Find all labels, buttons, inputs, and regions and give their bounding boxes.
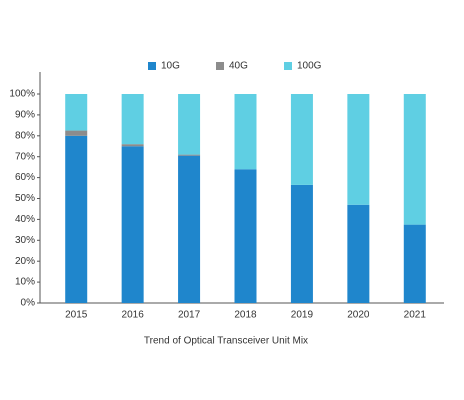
bar-segment bbox=[65, 94, 88, 131]
bar-segment bbox=[178, 94, 201, 155]
y-tick-label: 90% bbox=[15, 110, 35, 121]
x-tick-label: 2016 bbox=[122, 310, 145, 321]
legend-swatch bbox=[216, 62, 224, 70]
x-tick-label: 2021 bbox=[404, 310, 427, 321]
y-tick-label: 100% bbox=[9, 89, 35, 100]
x-tick-label: 2020 bbox=[347, 310, 370, 321]
bar-segment bbox=[234, 169, 257, 303]
chart-title: Trend of Optical Transceiver Unit Mix bbox=[144, 336, 308, 347]
legend-label: 40G bbox=[229, 61, 248, 72]
bar-segment bbox=[234, 94, 257, 170]
legend-swatch bbox=[148, 62, 156, 70]
legend-label: 10G bbox=[161, 61, 180, 72]
y-tick-label: 50% bbox=[15, 193, 35, 204]
legend-swatch bbox=[284, 62, 292, 70]
bar-segment bbox=[290, 184, 313, 303]
bar-segment bbox=[178, 155, 201, 303]
x-tick-label: 2017 bbox=[178, 310, 201, 321]
x-tick-label: 2015 bbox=[65, 310, 88, 321]
bar-segment bbox=[121, 94, 144, 145]
x-tick-label: 2018 bbox=[234, 310, 257, 321]
bar-segment bbox=[347, 94, 370, 205]
bar-segment bbox=[403, 94, 426, 225]
bar-segment bbox=[178, 154, 201, 156]
y-tick-label: 20% bbox=[15, 256, 35, 267]
legend-label: 100G bbox=[297, 61, 322, 72]
x-tick-label: 2019 bbox=[291, 310, 314, 321]
bar-segment bbox=[347, 204, 370, 303]
y-tick-label: 30% bbox=[15, 235, 35, 246]
bar-segment bbox=[403, 224, 426, 303]
y-tick-label: 10% bbox=[15, 277, 35, 288]
y-tick-label: 80% bbox=[15, 130, 35, 141]
y-tick-label: 0% bbox=[21, 298, 36, 309]
y-tick-label: 60% bbox=[15, 172, 35, 183]
y-tick-label: 70% bbox=[15, 151, 35, 162]
bar-segment bbox=[121, 146, 144, 303]
y-tick-label: 40% bbox=[15, 214, 35, 225]
bar-segment bbox=[65, 135, 88, 303]
bar-segment bbox=[65, 130, 88, 136]
bar-segment bbox=[290, 94, 313, 185]
bar-segment bbox=[121, 144, 144, 147]
